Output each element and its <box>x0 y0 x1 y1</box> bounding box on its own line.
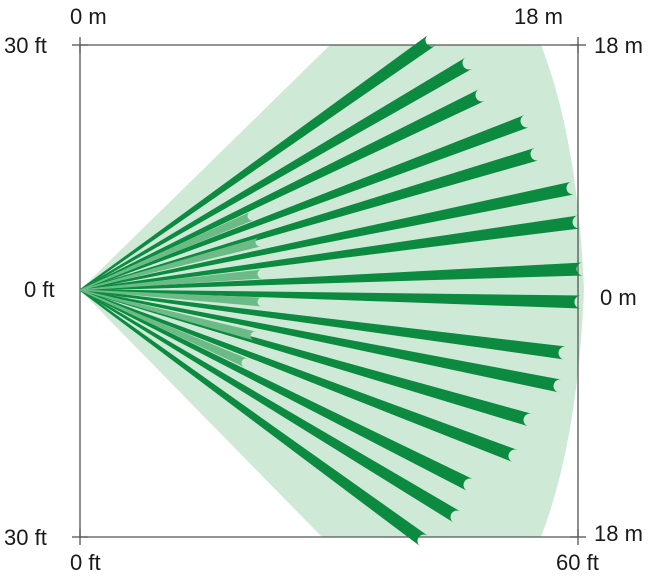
label-right-mid-m: 0 m <box>600 285 637 310</box>
long-range-beam <box>79 89 485 291</box>
long-range-beams <box>79 34 584 547</box>
long-range-beam <box>79 289 562 393</box>
short-range-beam <box>79 289 257 341</box>
long-range-beam <box>79 289 582 309</box>
frame <box>72 37 586 545</box>
short-range-beam <box>79 289 248 368</box>
short-range-beam <box>79 269 263 291</box>
label-top-left-m: 0 m <box>70 4 107 29</box>
long-range-beam <box>79 289 566 360</box>
long-range-beam <box>79 114 530 291</box>
label-right-bottom-m: 18 m <box>594 521 643 546</box>
long-range-beam <box>79 215 580 291</box>
short-range-beam <box>79 289 263 307</box>
long-range-beam <box>79 289 461 523</box>
short-range-beam <box>79 237 262 291</box>
long-range-beam <box>79 57 473 291</box>
short-range-beam <box>79 211 254 291</box>
label-bottom-right-ft: 60 ft <box>556 550 599 575</box>
label-right-top-m: 18 m <box>594 33 643 58</box>
label-bottom-left-ft: 0 ft <box>70 550 101 575</box>
coverage-area <box>80 45 584 537</box>
label-left-mid-ft: 0 ft <box>24 277 55 302</box>
long-range-beam <box>79 289 473 491</box>
long-range-beam <box>79 181 575 291</box>
long-range-beam <box>79 147 539 291</box>
long-range-beam <box>79 262 584 291</box>
label-top-right-m: 18 m <box>514 4 563 29</box>
label-left-top-ft: 30 ft <box>4 33 47 58</box>
short-range-beams <box>79 211 263 368</box>
long-range-beam <box>79 34 436 291</box>
long-range-beam <box>79 289 532 427</box>
long-range-beam <box>79 289 518 463</box>
label-left-bottom-ft: 30 ft <box>4 525 47 550</box>
long-range-beam <box>79 289 428 547</box>
